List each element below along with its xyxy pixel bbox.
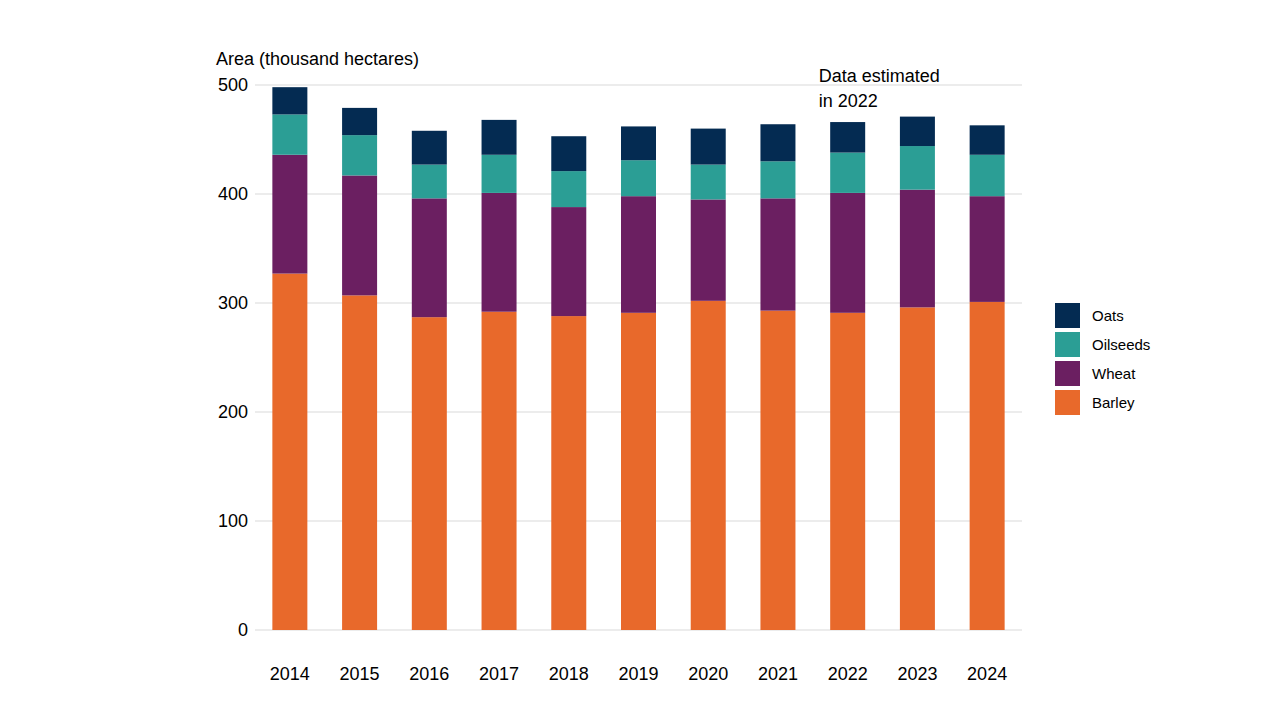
x-tick-label: 2018 [549,664,589,684]
legend-label: Barley [1092,394,1135,411]
y-tick-label: 500 [218,75,248,95]
bar-segment [482,193,517,312]
x-tick-label: 2020 [688,664,728,684]
bar-segment [760,124,795,161]
bar-segment [342,108,377,135]
bar-segment [760,161,795,198]
x-tick-label: 2016 [409,664,449,684]
bar-segment [412,165,447,199]
bars [272,87,1004,630]
x-tick-label: 2014 [270,664,310,684]
bar-segment [551,207,586,316]
y-tick-label: 0 [238,620,248,640]
chart: 0 100 200 300 400 500 2014 2015 2016 2017 2018 2019… [0,0,1280,720]
bar-segment [900,190,935,308]
bar-segment [482,155,517,193]
bar-segment [900,117,935,146]
y-tick-label: 400 [218,184,248,204]
legend-swatch [1055,361,1080,386]
legend-swatch [1055,303,1080,328]
bar-segment [900,146,935,190]
y-tick-label: 100 [218,511,248,531]
legend-label: Wheat [1092,365,1136,382]
bar-segment [272,114,307,154]
legend-label: Oilseeds [1092,336,1150,353]
bar-segment [900,307,935,630]
legend-swatch [1055,332,1080,357]
x-tick-label: 2015 [340,664,380,684]
bar-segment [412,198,447,317]
bar-segment [342,295,377,630]
bar-segment [412,131,447,165]
bar-segment [830,313,865,630]
annotation: Data estimatedin 2022 [819,66,940,111]
x-tick-label: 2023 [897,664,937,684]
grid [255,85,1022,630]
bar-segment [830,122,865,153]
bar-segment [551,171,586,207]
bar-segment [830,153,865,193]
bar-segment [621,196,656,313]
bar-segment [551,136,586,171]
bar-segment [482,120,517,155]
bar-segment [342,135,377,175]
bar-segment [272,87,307,114]
bar-segment [621,160,656,196]
bar-segment [970,196,1005,302]
bar-segment [691,129,726,165]
bar-segment [482,312,517,630]
x-tick-label: 2021 [758,664,798,684]
bar-segment [551,316,586,630]
bar-segment [691,199,726,300]
bar-segment [621,313,656,630]
legend-label: Oats [1092,307,1124,324]
y-axis-label: Area (thousand hectares) [216,49,419,69]
bar-segment [412,317,447,630]
bar-segment [691,165,726,200]
bar-segment [830,193,865,313]
y-tick-label: 200 [218,402,248,422]
legend-swatch [1055,390,1080,415]
bar-segment [970,125,1005,154]
x-tick-label: 2022 [828,664,868,684]
bar-segment [272,274,307,630]
bar-segment [970,302,1005,630]
x-tick-label: 2019 [618,664,658,684]
bar-segment [970,155,1005,196]
bar-segment [760,311,795,630]
bar-segment [760,198,795,310]
bar-segment [272,155,307,274]
x-tick-label: 2017 [479,664,519,684]
bar-segment [621,126,656,160]
x-tick-label: 2024 [967,664,1007,684]
y-tick-label: 300 [218,293,248,313]
bar-segment [342,175,377,295]
bar-segment [691,301,726,630]
legend: Oats Oilseeds Wheat Barley [1055,303,1150,415]
